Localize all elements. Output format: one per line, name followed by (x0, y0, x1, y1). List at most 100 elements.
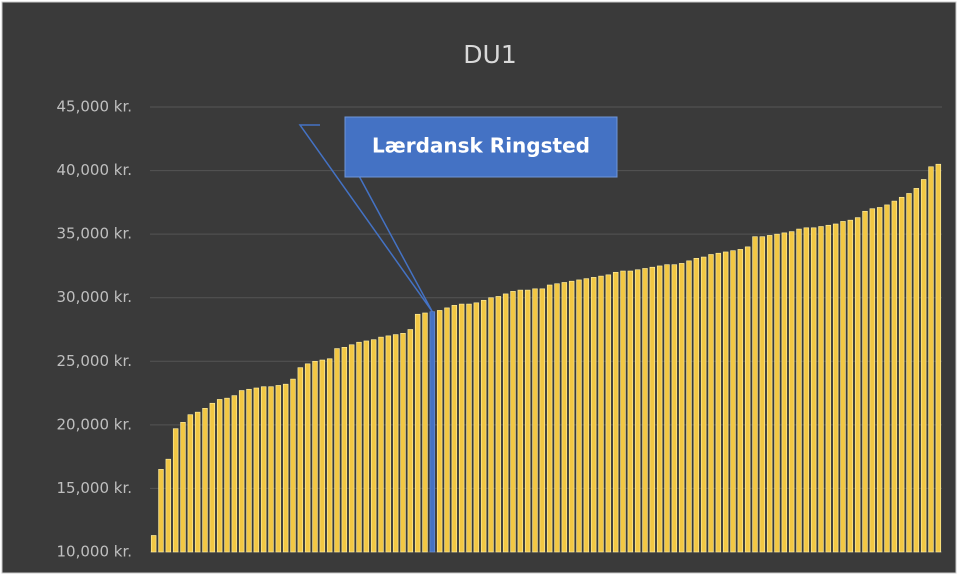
bar (422, 312, 428, 553)
bar (818, 226, 824, 553)
bar (480, 299, 487, 553)
bar (216, 399, 223, 553)
bar (297, 367, 304, 553)
bar (370, 339, 377, 553)
y-tick-label: 20,000 kr. (57, 415, 133, 433)
bar (348, 344, 355, 553)
bar (495, 296, 502, 553)
bar (363, 340, 370, 553)
bar (356, 341, 362, 553)
bar (546, 284, 553, 553)
bar (898, 196, 905, 553)
bar (414, 313, 421, 553)
bar (187, 414, 194, 553)
bar (436, 310, 443, 553)
bar (517, 289, 524, 553)
bar (708, 254, 714, 553)
bar (730, 250, 736, 553)
bar (583, 278, 590, 553)
bar (231, 395, 238, 553)
bar (165, 458, 172, 553)
bar (920, 179, 927, 553)
bar (656, 265, 663, 553)
bar (502, 293, 509, 553)
bar (796, 228, 802, 553)
bar (759, 236, 766, 553)
bar (825, 224, 832, 553)
y-tick-label: 25,000 kr. (57, 352, 133, 370)
bar (884, 204, 890, 553)
bar (590, 277, 597, 553)
bar (854, 217, 861, 553)
bar (319, 359, 326, 553)
bar (392, 334, 399, 553)
y-tick-label: 40,000 kr. (57, 161, 133, 179)
bar (473, 302, 480, 553)
bar (554, 283, 560, 553)
bar (341, 346, 348, 553)
bar (715, 252, 722, 553)
bar (891, 200, 898, 553)
bar (568, 280, 575, 553)
bar (194, 411, 201, 553)
bar (524, 289, 531, 553)
bar (634, 269, 641, 553)
bar (378, 336, 384, 553)
bar (744, 246, 751, 553)
bar (246, 388, 252, 553)
bar (282, 383, 289, 553)
callout-text: Lærdansk Ringsted (372, 134, 590, 158)
bar (913, 188, 920, 553)
bar (781, 232, 788, 553)
bar (180, 422, 186, 553)
bar (444, 307, 450, 553)
bar (678, 263, 685, 553)
bar (862, 210, 868, 553)
bar (561, 282, 568, 553)
bar (847, 219, 854, 553)
bar (202, 408, 208, 553)
bar (326, 358, 333, 553)
bar (268, 386, 274, 553)
bar (260, 386, 267, 553)
bar (224, 397, 230, 553)
bar (150, 535, 157, 553)
bar (671, 264, 678, 553)
bar (752, 236, 758, 553)
bar (312, 360, 318, 553)
bar (458, 303, 465, 553)
bar (466, 303, 472, 553)
bar (869, 208, 876, 553)
bar (612, 271, 619, 553)
callout-leader (298, 124, 433, 313)
bar (304, 363, 311, 553)
bar (840, 221, 846, 553)
bar (928, 166, 934, 553)
bar (488, 297, 494, 553)
bar (810, 227, 817, 553)
bar (407, 329, 414, 553)
y-tick-label: 30,000 kr. (57, 288, 133, 306)
bar (832, 223, 839, 553)
bar (906, 193, 912, 553)
bar (451, 305, 458, 553)
bar (788, 231, 795, 553)
bar (627, 270, 634, 553)
bar (649, 266, 656, 553)
bar (605, 274, 612, 553)
chart-title: DU1 (463, 40, 516, 69)
bar (700, 256, 707, 553)
bar (400, 333, 406, 553)
bar (429, 311, 436, 553)
y-tick-label: 45,000 kr. (57, 98, 133, 116)
bar (803, 227, 810, 553)
bar (275, 385, 282, 553)
bar (385, 335, 392, 553)
bar (664, 264, 670, 553)
bar (722, 251, 729, 553)
bar (539, 288, 546, 553)
bar (642, 268, 648, 553)
y-tick-label: 35,000 kr. (57, 225, 133, 243)
